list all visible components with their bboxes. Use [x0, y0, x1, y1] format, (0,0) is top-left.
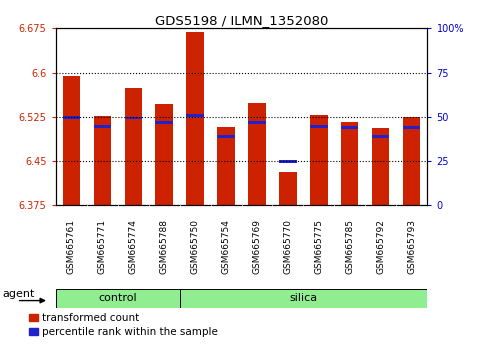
Bar [125, 116, 142, 120]
Bar [372, 135, 389, 138]
Text: GSM665775: GSM665775 [314, 219, 324, 274]
Bar [217, 135, 235, 138]
Text: agent: agent [3, 289, 35, 299]
Legend: transformed count, percentile rank within the sample: transformed count, percentile rank withi… [29, 313, 218, 337]
Text: GSM665754: GSM665754 [222, 219, 230, 274]
Bar [403, 118, 421, 205]
Text: GSM665771: GSM665771 [98, 219, 107, 274]
Text: GSM665785: GSM665785 [345, 219, 355, 274]
Bar [180, 289, 427, 308]
Bar [248, 121, 266, 124]
Bar [94, 116, 111, 205]
Text: silica: silica [289, 293, 317, 303]
Text: GSM665774: GSM665774 [128, 219, 138, 274]
Text: GSM665769: GSM665769 [253, 219, 261, 274]
Text: GSM665770: GSM665770 [284, 219, 293, 274]
Text: GSM665793: GSM665793 [408, 219, 416, 274]
Bar [280, 160, 297, 163]
Bar [156, 104, 172, 205]
Bar [311, 115, 327, 205]
Bar [94, 125, 111, 129]
Bar [341, 121, 358, 205]
Bar [125, 88, 142, 205]
Bar [217, 127, 235, 205]
Bar [280, 172, 297, 205]
Bar [186, 33, 203, 205]
Bar [341, 126, 358, 129]
Bar [248, 103, 266, 205]
Text: GSM665792: GSM665792 [376, 219, 385, 274]
Bar [372, 128, 389, 205]
Bar [56, 289, 180, 308]
Bar [403, 126, 421, 129]
Text: GSM665750: GSM665750 [190, 219, 199, 274]
Bar [62, 116, 80, 119]
Text: GSM665761: GSM665761 [67, 219, 75, 274]
Bar [186, 114, 203, 117]
Text: GSM665788: GSM665788 [159, 219, 169, 274]
Text: control: control [98, 293, 137, 303]
Bar [62, 76, 80, 205]
Bar [311, 125, 327, 129]
Bar [156, 121, 172, 124]
Title: GDS5198 / ILMN_1352080: GDS5198 / ILMN_1352080 [155, 14, 328, 27]
